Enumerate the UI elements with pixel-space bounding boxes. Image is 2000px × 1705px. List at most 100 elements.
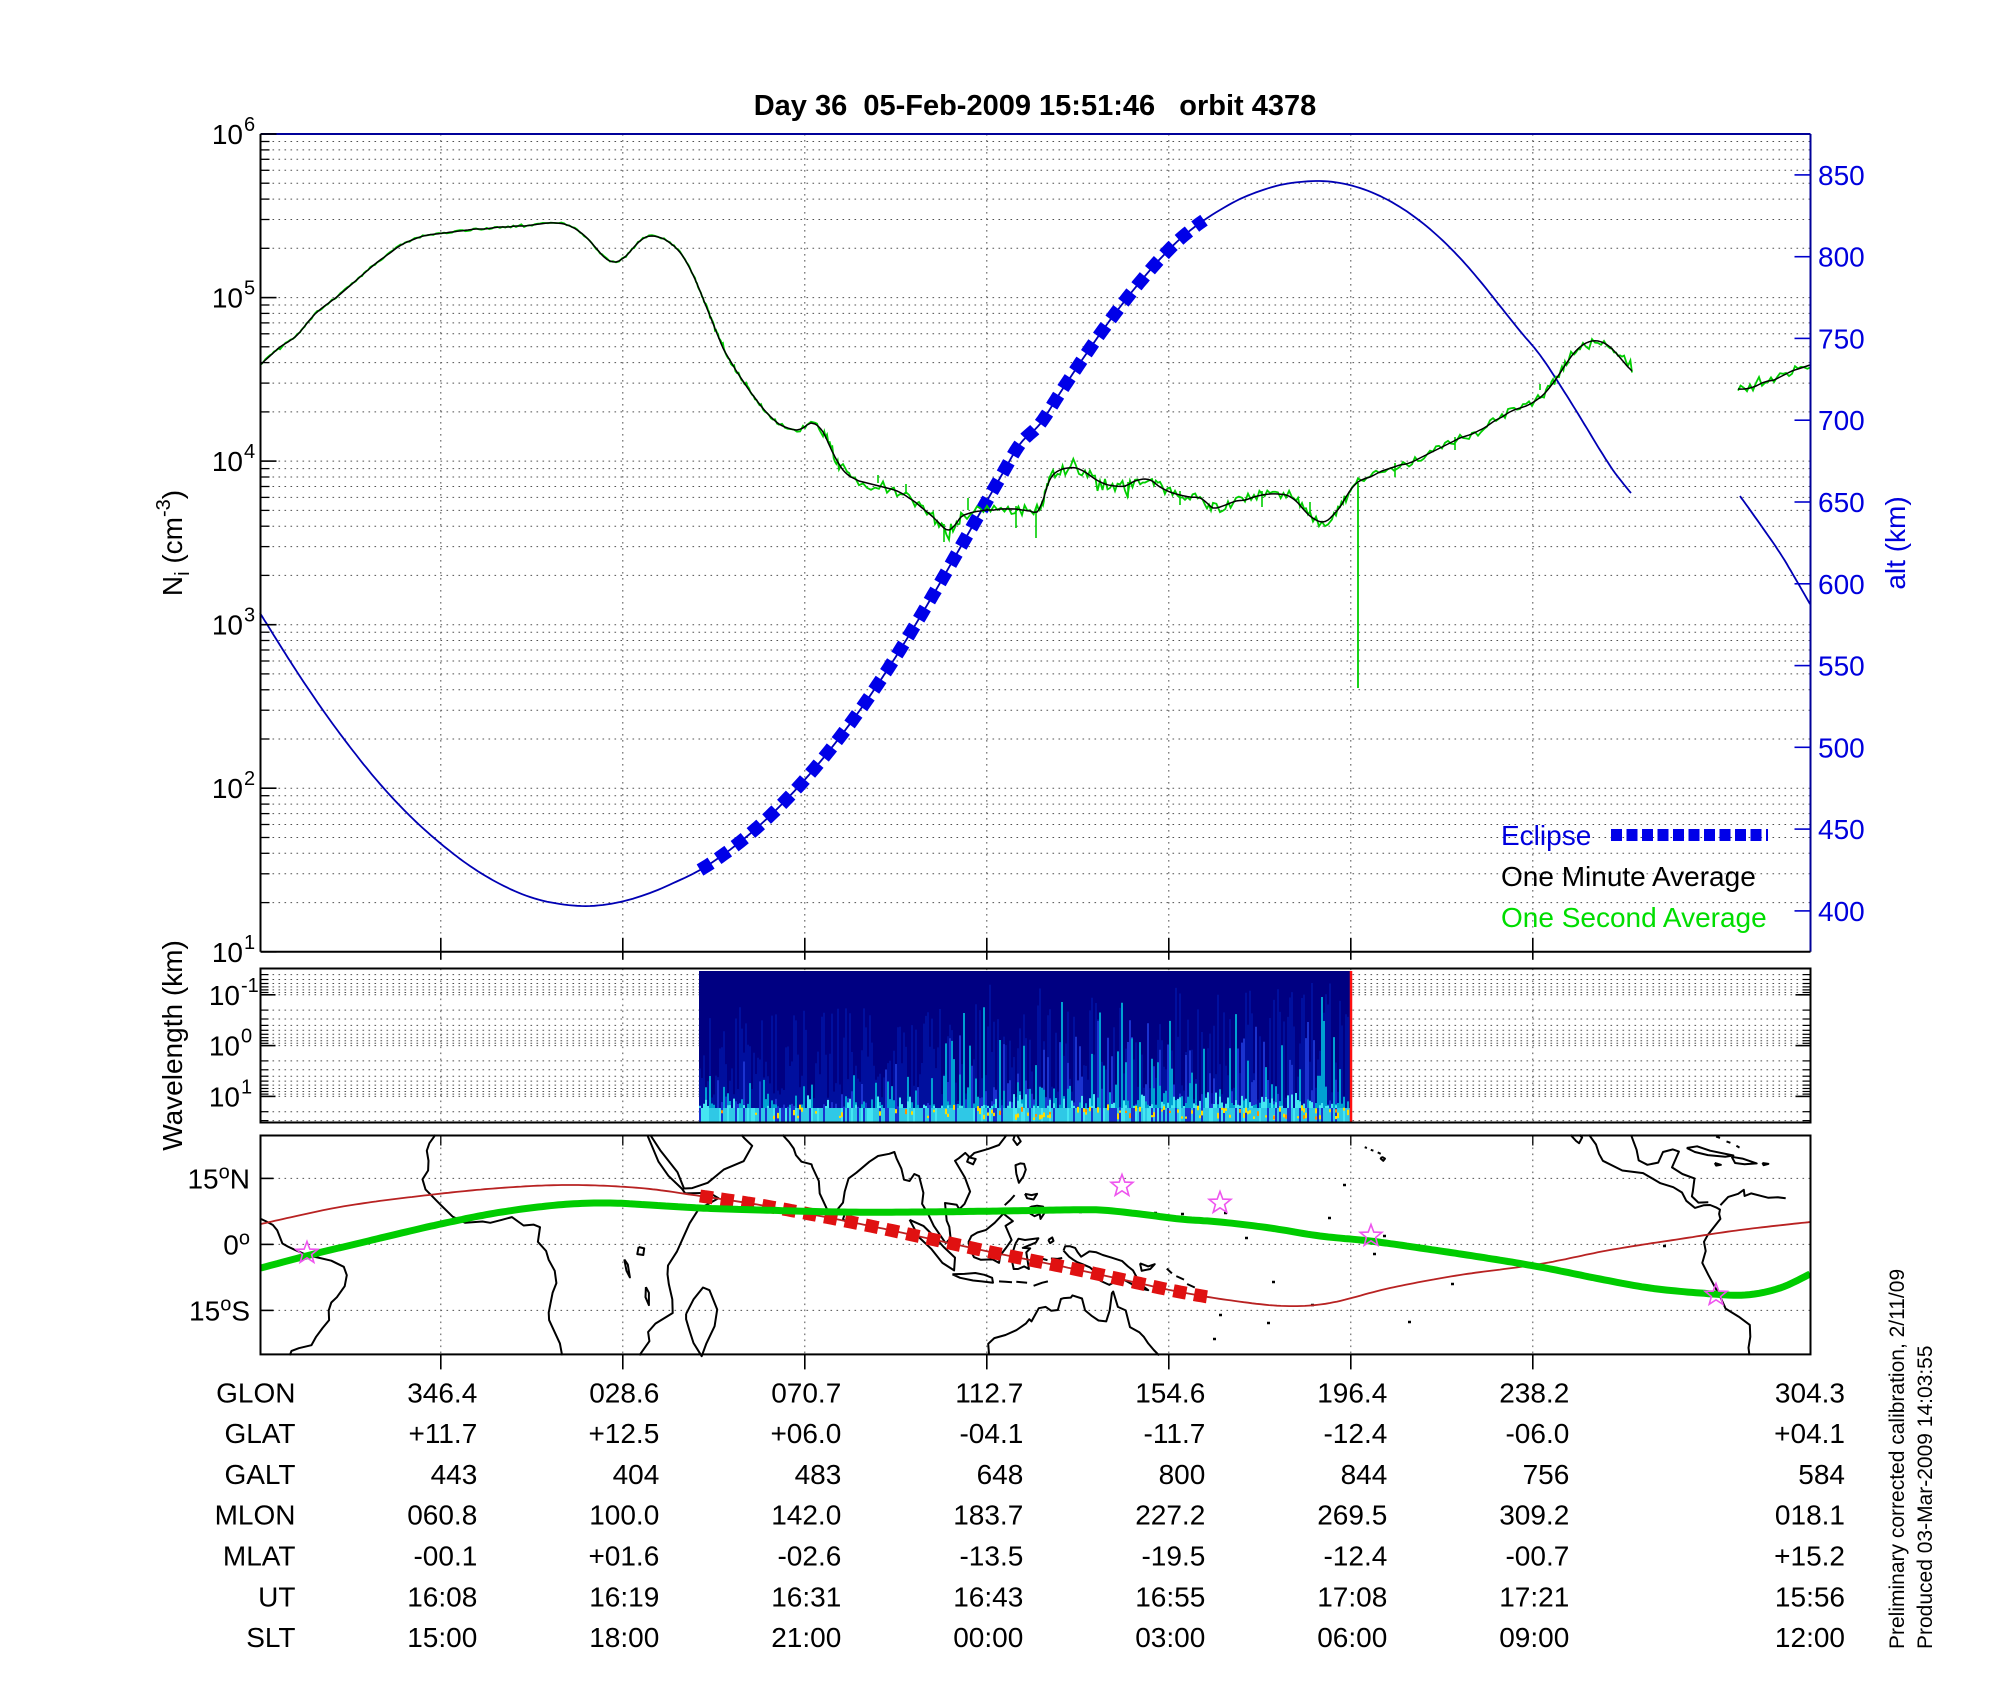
svg-text:17:21: 17:21 bbox=[1499, 1581, 1569, 1612]
svg-text:00:00: 00:00 bbox=[953, 1622, 1023, 1653]
svg-text:700: 700 bbox=[1818, 405, 1865, 436]
svg-text:10: 10 bbox=[212, 119, 243, 150]
svg-text:800: 800 bbox=[1818, 242, 1865, 273]
svg-text:Preliminary corrected calibrat: Preliminary corrected calibration, 2/11/… bbox=[1886, 1269, 1909, 1649]
svg-text:Eclipse: Eclipse bbox=[1501, 820, 1591, 851]
svg-text:304.3: 304.3 bbox=[1775, 1377, 1845, 1408]
svg-text:GLAT: GLAT bbox=[224, 1418, 295, 1449]
svg-text:269.5: 269.5 bbox=[1317, 1500, 1387, 1531]
svg-text:238.2: 238.2 bbox=[1499, 1377, 1569, 1408]
svg-text:183.7: 183.7 bbox=[953, 1500, 1023, 1531]
svg-text:-1: -1 bbox=[241, 975, 259, 997]
svg-text:070.7: 070.7 bbox=[771, 1377, 841, 1408]
svg-text:-11.7: -11.7 bbox=[1144, 1418, 1206, 1449]
svg-text:Day 36 05-Feb-2009 15:51:46: Day 36 05-Feb-2009 15:51:46 orbit 4378 bbox=[754, 90, 1317, 122]
svg-text:028.6: 028.6 bbox=[589, 1377, 659, 1408]
svg-text:10: 10 bbox=[212, 446, 243, 477]
svg-text:15:00: 15:00 bbox=[407, 1622, 477, 1653]
svg-text:15:56: 15:56 bbox=[1775, 1581, 1845, 1612]
svg-text:-19.5: -19.5 bbox=[1141, 1541, 1205, 1572]
svg-text:750: 750 bbox=[1818, 323, 1865, 354]
svg-text:+06.0: +06.0 bbox=[770, 1418, 841, 1449]
svg-text:GLON: GLON bbox=[216, 1377, 295, 1408]
svg-text:09:00: 09:00 bbox=[1499, 1622, 1569, 1653]
svg-text:16:08: 16:08 bbox=[407, 1581, 477, 1612]
svg-text:756: 756 bbox=[1523, 1459, 1570, 1490]
svg-text:16:19: 16:19 bbox=[589, 1581, 659, 1612]
svg-text:404: 404 bbox=[613, 1459, 660, 1490]
svg-text:154.6: 154.6 bbox=[1135, 1377, 1205, 1408]
svg-text:16:31: 16:31 bbox=[771, 1581, 841, 1612]
svg-text:One Minute Average: One Minute Average bbox=[1501, 861, 1756, 892]
svg-text:alt (km): alt (km) bbox=[1880, 496, 1911, 589]
svg-text:4: 4 bbox=[244, 441, 255, 463]
svg-text:+01.6: +01.6 bbox=[588, 1541, 659, 1572]
svg-text:10: 10 bbox=[209, 1031, 240, 1062]
svg-text:15oS: 15oS bbox=[189, 1293, 250, 1326]
svg-text:100.0: 100.0 bbox=[589, 1500, 659, 1531]
svg-text:483: 483 bbox=[795, 1459, 842, 1490]
svg-text:-04.1: -04.1 bbox=[959, 1418, 1023, 1449]
svg-text:3: 3 bbox=[244, 605, 255, 627]
svg-text:850: 850 bbox=[1818, 160, 1865, 191]
svg-text:0: 0 bbox=[241, 1026, 252, 1048]
svg-text:6: 6 bbox=[244, 114, 255, 136]
svg-text:+11.7: +11.7 bbox=[409, 1418, 478, 1449]
svg-text:Wavelength (km): Wavelength (km) bbox=[157, 940, 188, 1151]
svg-text:-00.7: -00.7 bbox=[1505, 1541, 1569, 1572]
svg-text:21:00: 21:00 bbox=[771, 1622, 841, 1653]
svg-text:650: 650 bbox=[1818, 487, 1865, 518]
svg-text:500: 500 bbox=[1818, 732, 1865, 763]
svg-text:+04.1: +04.1 bbox=[1774, 1418, 1845, 1449]
svg-text:600: 600 bbox=[1818, 569, 1865, 600]
svg-text:10: 10 bbox=[212, 773, 243, 804]
svg-text:196.4: 196.4 bbox=[1317, 1377, 1387, 1408]
svg-text:10: 10 bbox=[212, 937, 243, 968]
svg-text:16:43: 16:43 bbox=[953, 1581, 1023, 1612]
svg-text:844: 844 bbox=[1341, 1459, 1388, 1490]
svg-text:346.4: 346.4 bbox=[407, 1377, 477, 1408]
svg-text:5: 5 bbox=[244, 278, 255, 300]
svg-text:450: 450 bbox=[1818, 814, 1865, 845]
svg-text:06:00: 06:00 bbox=[1317, 1622, 1387, 1653]
svg-text:Produced 03-Mar-2009 14:03:55: Produced 03-Mar-2009 14:03:55 bbox=[1914, 1345, 1937, 1649]
svg-text:060.8: 060.8 bbox=[407, 1500, 477, 1531]
svg-text:+15.2: +15.2 bbox=[1774, 1541, 1845, 1572]
svg-text:One Second Average: One Second Average bbox=[1501, 902, 1767, 933]
svg-text:443: 443 bbox=[431, 1459, 478, 1490]
svg-text:1: 1 bbox=[241, 1076, 252, 1098]
svg-text:SLT: SLT bbox=[246, 1622, 295, 1653]
svg-text:+12.5: +12.5 bbox=[588, 1418, 659, 1449]
svg-text:584: 584 bbox=[1798, 1459, 1845, 1490]
svg-text:-00.1: -00.1 bbox=[413, 1541, 477, 1572]
svg-text:10: 10 bbox=[212, 610, 243, 641]
svg-text:GALT: GALT bbox=[224, 1459, 295, 1490]
svg-text:MLON: MLON bbox=[215, 1500, 296, 1531]
svg-text:227.2: 227.2 bbox=[1135, 1500, 1205, 1531]
svg-text:03:00: 03:00 bbox=[1135, 1622, 1205, 1653]
svg-text:550: 550 bbox=[1818, 651, 1865, 682]
svg-text:10: 10 bbox=[209, 980, 240, 1011]
svg-text:112.7: 112.7 bbox=[955, 1377, 1023, 1408]
svg-text:MLAT: MLAT bbox=[223, 1541, 296, 1572]
svg-text:309.2: 309.2 bbox=[1499, 1500, 1569, 1531]
svg-text:-12.4: -12.4 bbox=[1323, 1541, 1387, 1572]
svg-text:1: 1 bbox=[244, 932, 255, 954]
svg-text:-12.4: -12.4 bbox=[1323, 1418, 1387, 1449]
svg-text:UT: UT bbox=[258, 1581, 295, 1612]
svg-text:800: 800 bbox=[1159, 1459, 1206, 1490]
svg-text:142.0: 142.0 bbox=[771, 1500, 841, 1531]
svg-text:16:55: 16:55 bbox=[1135, 1581, 1205, 1612]
svg-text:648: 648 bbox=[977, 1459, 1024, 1490]
svg-text:400: 400 bbox=[1818, 896, 1865, 927]
svg-text:18:00: 18:00 bbox=[589, 1622, 659, 1653]
svg-text:12:00: 12:00 bbox=[1775, 1622, 1845, 1653]
svg-text:018.1: 018.1 bbox=[1775, 1500, 1845, 1531]
svg-text:2: 2 bbox=[244, 768, 255, 790]
svg-text:-02.6: -02.6 bbox=[777, 1541, 841, 1572]
svg-text:10: 10 bbox=[209, 1081, 240, 1112]
svg-text:10: 10 bbox=[212, 283, 243, 314]
svg-text:17:08: 17:08 bbox=[1317, 1581, 1387, 1612]
svg-text:-13.5: -13.5 bbox=[959, 1541, 1023, 1572]
svg-text:-06.0: -06.0 bbox=[1505, 1418, 1569, 1449]
